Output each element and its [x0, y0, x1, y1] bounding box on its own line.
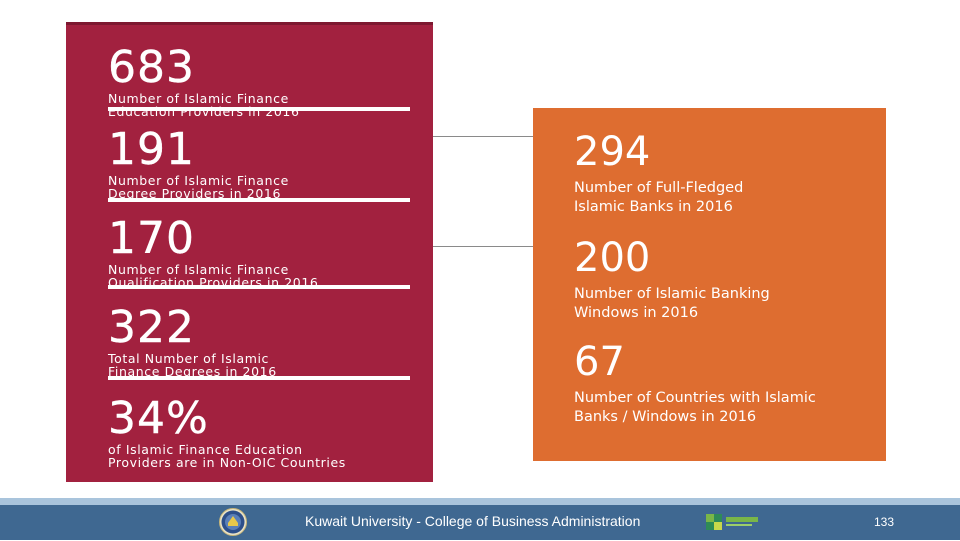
- stat-description: Number of Countries with Islamic Banks /…: [574, 390, 816, 425]
- partner-logo-icon: [706, 512, 760, 532]
- stat-divider: [108, 107, 410, 111]
- footer-accent-strip: [0, 498, 960, 505]
- stat-number: 294: [574, 129, 651, 175]
- islamic-finance-education-panel: 683 Number of Islamic Finance Education …: [66, 22, 433, 482]
- stat-divider: [108, 376, 410, 380]
- stat-qualification-providers: 170 Number of Islamic Finance Qualificat…: [108, 213, 411, 289]
- stat-number: 170: [108, 213, 195, 264]
- stat-number: 683: [108, 42, 195, 93]
- stat-full-fledged-banks: 294 Number of Full-Fledged Islamic Banks…: [574, 131, 866, 217]
- stat-countries: 67 Number of Countries with Islamic Bank…: [574, 341, 866, 427]
- connector-line: [433, 246, 533, 247]
- stat-description: Number of Islamic Banking Windows in 201…: [574, 286, 770, 321]
- stat-number: 34%: [108, 393, 209, 444]
- stat-description: Number of Full-Fledged Islamic Banks in …: [574, 180, 744, 215]
- stat-degree-providers: 191 Number of Islamic Finance Degree Pro…: [108, 124, 411, 201]
- stat-description: Number of Islamic Finance Education Prov…: [108, 91, 300, 119]
- stat-number: 322: [108, 302, 195, 353]
- stat-non-oic-share: 34% of Islamic Finance Education Provide…: [108, 393, 411, 470]
- panel-top-edge: [66, 22, 433, 25]
- stat-description: Number of Islamic Finance Degree Provide…: [108, 173, 289, 201]
- stat-banking-windows: 200 Number of Islamic Banking Windows in…: [574, 237, 866, 323]
- stat-divider: [108, 198, 410, 202]
- stat-total-degrees: 322 Total Number of Islamic Finance Degr…: [108, 302, 411, 379]
- university-seal-icon: [219, 508, 247, 536]
- stat-description: Total Number of Islamic Finance Degrees …: [108, 351, 277, 379]
- connector-line: [433, 136, 533, 137]
- stat-divider: [108, 285, 410, 289]
- stat-number: 200: [574, 235, 651, 281]
- university-name: Kuwait University - College of Business …: [305, 513, 641, 529]
- islamic-banking-panel: 294 Number of Full-Fledged Islamic Banks…: [533, 108, 886, 461]
- stat-description: of Islamic Finance Education Providers a…: [108, 442, 346, 470]
- page-number: 133: [874, 515, 895, 529]
- stat-number: 191: [108, 124, 195, 175]
- stat-number: 67: [574, 339, 625, 385]
- slide-footer: Kuwait University - College of Business …: [0, 505, 960, 540]
